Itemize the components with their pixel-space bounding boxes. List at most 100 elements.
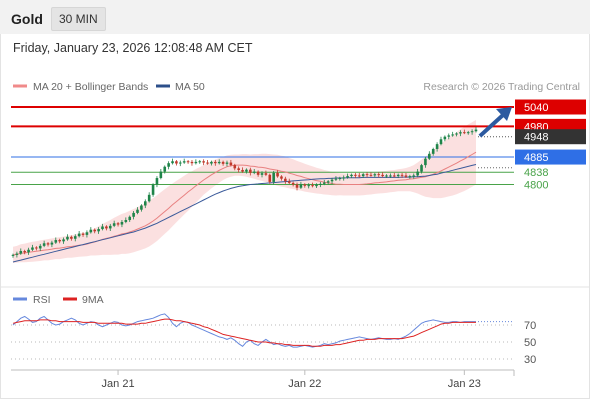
candle	[268, 174, 272, 182]
candle	[365, 174, 369, 176]
candle	[276, 172, 279, 177]
candle	[400, 174, 404, 176]
candle	[179, 162, 182, 164]
candle	[241, 169, 244, 172]
candle	[377, 174, 381, 176]
level-label-4800: 4800	[524, 180, 548, 192]
datetime-label: Friday, January 23, 2026 12:08:48 AM CET	[13, 41, 253, 55]
interval-button[interactable]: 30 MIN	[51, 7, 106, 31]
legend-label-rsi: RSI	[33, 294, 51, 306]
candle	[319, 183, 322, 185]
candle	[245, 169, 248, 172]
candle	[175, 161, 178, 164]
candle	[202, 161, 205, 163]
candle	[307, 185, 310, 187]
candle	[206, 162, 209, 164]
candle	[73, 236, 77, 239]
candle	[272, 172, 275, 182]
candle	[338, 178, 342, 180]
legend-label-rsi-ma: 9MA	[82, 294, 104, 306]
candle	[221, 161, 225, 164]
candle	[474, 129, 478, 132]
level-tag-5040	[515, 99, 586, 115]
x-tick-label: Jan 22	[288, 378, 321, 390]
candle	[291, 182, 295, 185]
candle	[256, 171, 260, 175]
candle	[151, 184, 155, 195]
candle	[420, 165, 423, 172]
candle	[194, 161, 198, 164]
candle	[66, 236, 69, 240]
candle	[295, 184, 299, 188]
candle	[470, 131, 474, 133]
candle	[408, 176, 412, 178]
candle	[439, 139, 443, 145]
candle	[299, 184, 303, 188]
candle	[81, 233, 85, 235]
candle	[431, 148, 435, 154]
candle	[54, 240, 58, 243]
candle	[455, 133, 458, 135]
header-bar: Gold 30 MIN	[0, 0, 590, 34]
candle	[330, 179, 334, 182]
candle	[342, 177, 346, 179]
candle	[322, 182, 326, 184]
candle	[35, 247, 38, 249]
candle	[451, 134, 454, 136]
candle	[89, 229, 93, 233]
candle	[167, 163, 170, 167]
candle	[233, 165, 237, 169]
candle	[435, 144, 439, 149]
candle	[15, 253, 19, 255]
candle	[287, 181, 291, 183]
candle	[190, 161, 194, 164]
ma50-line	[12, 164, 477, 263]
candle	[354, 174, 357, 176]
candle	[97, 229, 100, 232]
candle	[357, 175, 361, 177]
candle	[334, 178, 338, 180]
candle	[463, 132, 466, 134]
candle	[210, 161, 213, 164]
candle	[11, 254, 15, 256]
candle	[315, 184, 318, 187]
candle	[225, 162, 229, 164]
x-tick-label: Jan 23	[448, 378, 481, 390]
candle	[264, 173, 268, 175]
candle	[143, 201, 147, 206]
candle	[112, 223, 116, 226]
candle	[392, 175, 396, 177]
target-arrow-head	[496, 107, 512, 121]
candle	[326, 181, 330, 183]
candle	[385, 175, 388, 177]
candle	[50, 242, 54, 245]
candle	[140, 205, 143, 210]
candle	[447, 135, 451, 137]
candle	[428, 153, 431, 159]
candle	[381, 174, 384, 177]
candle	[443, 136, 447, 140]
legend-label-ma50: MA 50	[175, 81, 205, 93]
rsi-ma-line	[12, 318, 476, 347]
target-arrow-shaft	[478, 113, 505, 138]
candle	[108, 225, 112, 229]
candle	[46, 243, 50, 245]
candle	[155, 178, 159, 185]
candle	[217, 161, 221, 164]
rsi-tick-label-30: 30	[524, 354, 536, 366]
candle	[182, 161, 186, 163]
candle	[120, 221, 124, 225]
candle	[128, 216, 132, 221]
candle	[70, 236, 73, 239]
rsi-tick-label-50: 50	[524, 337, 536, 349]
candle	[284, 178, 287, 182]
candle	[280, 176, 283, 179]
candle	[198, 161, 202, 163]
legend-swatch-rsi-ma	[63, 297, 77, 301]
candle	[369, 174, 373, 176]
candle	[346, 176, 349, 178]
candle	[171, 161, 174, 164]
legend-swatch-ma20	[13, 84, 27, 88]
